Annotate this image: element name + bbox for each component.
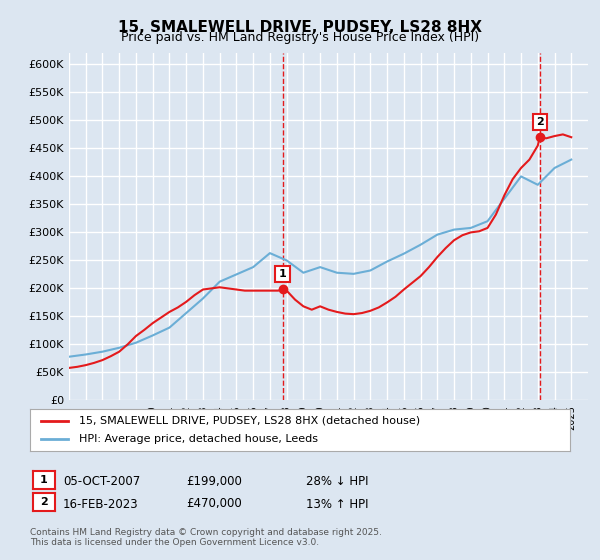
- Text: £199,000: £199,000: [186, 475, 242, 488]
- Text: Contains HM Land Registry data © Crown copyright and database right 2025.
This d: Contains HM Land Registry data © Crown c…: [30, 528, 382, 547]
- Text: 16-FEB-2023: 16-FEB-2023: [63, 497, 139, 511]
- Text: 1: 1: [279, 269, 287, 279]
- Text: 28% ↓ HPI: 28% ↓ HPI: [306, 475, 368, 488]
- Text: £470,000: £470,000: [186, 497, 242, 511]
- Text: 1: 1: [40, 475, 47, 485]
- Text: Price paid vs. HM Land Registry's House Price Index (HPI): Price paid vs. HM Land Registry's House …: [121, 31, 479, 44]
- Text: HPI: Average price, detached house, Leeds: HPI: Average price, detached house, Leed…: [79, 434, 317, 444]
- Text: 2: 2: [40, 497, 47, 507]
- Text: 2: 2: [536, 117, 544, 127]
- Text: 15, SMALEWELL DRIVE, PUDSEY, LS28 8HX: 15, SMALEWELL DRIVE, PUDSEY, LS28 8HX: [118, 20, 482, 35]
- Text: 05-OCT-2007: 05-OCT-2007: [63, 475, 140, 488]
- Text: 13% ↑ HPI: 13% ↑ HPI: [306, 497, 368, 511]
- Text: 15, SMALEWELL DRIVE, PUDSEY, LS28 8HX (detached house): 15, SMALEWELL DRIVE, PUDSEY, LS28 8HX (d…: [79, 416, 420, 426]
